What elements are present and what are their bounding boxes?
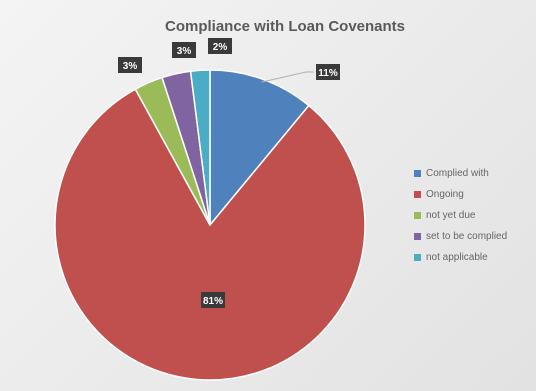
legend-label: set to be complied [426,231,508,242]
legend-swatch [414,191,421,198]
data-label-set-to-be-complied: 3% [177,46,192,57]
legend-swatch [414,254,421,261]
legend-swatch [414,233,421,240]
pie-slice-ongoing [54,88,366,381]
legend-swatch [414,212,421,219]
chart-title: Compliance with Loan Covenants [164,18,406,35]
legend-label: not applicable [426,252,488,263]
data-label-box [316,64,340,80]
data-label-box [201,292,225,308]
data-label-ongoing: 81% [203,296,223,307]
legend-label: Complied with [426,168,489,179]
data-label-box [172,42,196,58]
legend-item-ongoing: Ongoing [414,184,536,205]
legend-label: not yet due [426,210,476,221]
legend-item-complied-with: Complied with [414,163,536,184]
data-label-box [118,57,142,73]
data-label-not-yet-due: 3% [123,61,138,72]
legend-item-not-applicable: not applicable [414,247,536,268]
legend-swatch [414,170,421,177]
legend-item-set-to-be-complied: set to be complied [414,226,536,247]
leader-line [261,71,314,83]
data-label-box [208,38,232,54]
legend-item-not-yet-due: not yet due [414,205,536,226]
data-label-not-applicable: 2% [213,42,228,53]
legend-label: Ongoing [426,189,464,200]
pie-slice-not-applicable [189,69,211,226]
chart-legend: Complied with Ongoing not yet due set to… [414,163,536,268]
pie-slice-complied-with [209,69,310,228]
data-label-complied-with: 11% [318,68,338,79]
